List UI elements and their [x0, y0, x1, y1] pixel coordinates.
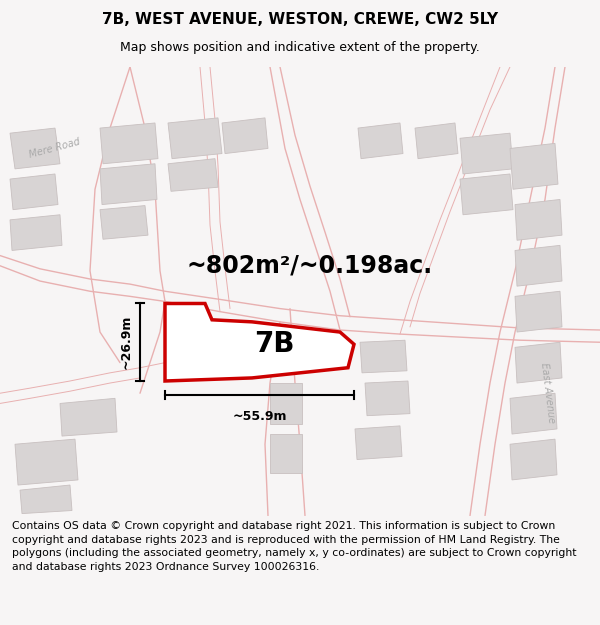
Text: ~55.9m: ~55.9m: [232, 409, 287, 422]
Polygon shape: [165, 304, 354, 381]
Polygon shape: [355, 426, 402, 459]
Polygon shape: [415, 123, 458, 159]
Polygon shape: [222, 118, 268, 154]
Polygon shape: [100, 206, 148, 239]
Polygon shape: [270, 383, 302, 424]
Text: Map shows position and indicative extent of the property.: Map shows position and indicative extent…: [120, 41, 480, 54]
Text: Contains OS data © Crown copyright and database right 2021. This information is : Contains OS data © Crown copyright and d…: [12, 521, 577, 572]
Polygon shape: [10, 174, 58, 209]
Polygon shape: [358, 123, 403, 159]
Polygon shape: [100, 123, 158, 164]
Polygon shape: [460, 174, 513, 215]
Text: East Avenue: East Avenue: [539, 362, 557, 424]
Polygon shape: [20, 485, 72, 514]
Polygon shape: [10, 215, 62, 251]
Polygon shape: [510, 143, 558, 189]
Polygon shape: [515, 246, 562, 286]
Text: 7B, WEST AVENUE, WESTON, CREWE, CW2 5LY: 7B, WEST AVENUE, WESTON, CREWE, CW2 5LY: [102, 12, 498, 27]
Polygon shape: [168, 159, 218, 191]
Polygon shape: [510, 393, 557, 434]
Text: 7B: 7B: [254, 330, 295, 358]
Text: ~26.9m: ~26.9m: [119, 315, 133, 369]
Polygon shape: [100, 164, 157, 204]
Polygon shape: [365, 381, 410, 416]
Polygon shape: [168, 118, 222, 159]
Polygon shape: [515, 342, 562, 383]
Polygon shape: [60, 398, 117, 436]
Polygon shape: [460, 133, 513, 174]
Text: ~802m²/~0.198ac.: ~802m²/~0.198ac.: [187, 254, 433, 278]
Polygon shape: [270, 434, 302, 472]
Text: Mere Road: Mere Road: [28, 137, 82, 160]
Polygon shape: [15, 439, 78, 485]
Polygon shape: [10, 128, 60, 169]
Polygon shape: [510, 439, 557, 480]
Polygon shape: [360, 340, 407, 373]
Polygon shape: [515, 199, 562, 240]
Polygon shape: [515, 291, 562, 332]
